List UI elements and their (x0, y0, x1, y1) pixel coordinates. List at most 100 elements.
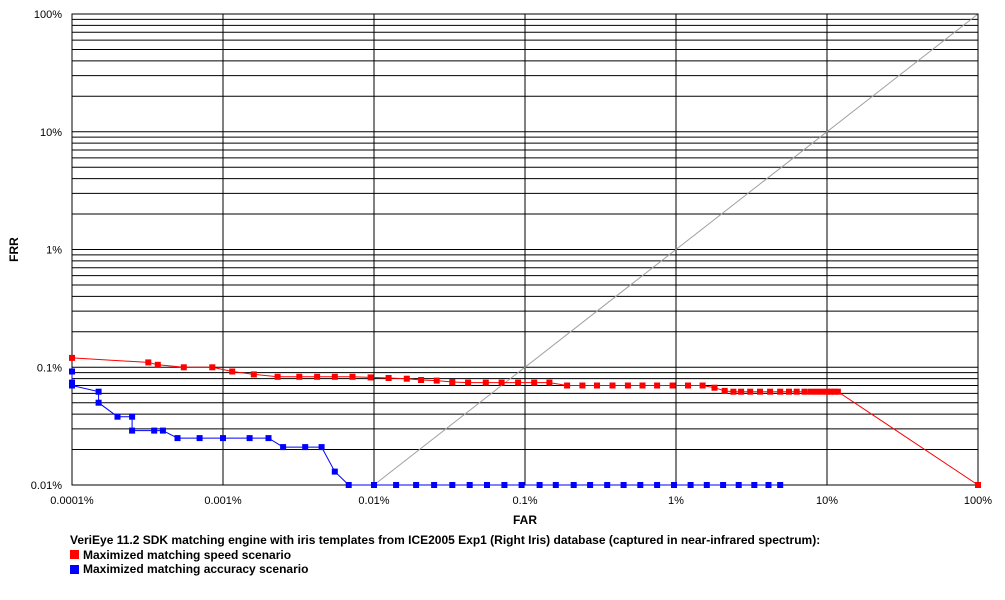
data-point (801, 388, 808, 395)
data-point (151, 427, 158, 434)
data-point (413, 482, 420, 488)
data-point (831, 388, 838, 395)
data-point (69, 382, 75, 389)
data-point (685, 382, 691, 389)
data-point (515, 379, 522, 386)
data-point (587, 482, 594, 488)
y-axis-title: FRR (7, 237, 21, 262)
data-point (793, 388, 800, 395)
data-point (654, 382, 661, 389)
data-point (220, 435, 226, 442)
data-point (777, 482, 784, 488)
data-point (250, 371, 257, 378)
data-point (807, 388, 814, 395)
data-point (209, 364, 216, 371)
data-point (449, 379, 456, 385)
data-point (331, 373, 338, 380)
data-point (570, 482, 577, 488)
caption-text: VeriEye 11.2 SDK matching engine with ir… (70, 533, 821, 547)
data-point (624, 382, 631, 389)
chart-caption: VeriEye 11.2 SDK matching engine with ir… (70, 533, 820, 577)
data-point (546, 379, 553, 386)
x-tick-label: 10% (816, 495, 838, 507)
data-point (552, 482, 559, 488)
x-tick-labels: 0.0001% 0.001% 0.01% 0.1% 1% 10% 100% (50, 495, 992, 507)
data-point (620, 482, 627, 488)
data-point (367, 374, 374, 381)
data-point (69, 368, 75, 375)
legend-label-accuracy: Maximized matching accuracy scenario (83, 562, 309, 576)
data-point (699, 382, 706, 389)
x-tick-label: 0.001% (204, 495, 242, 507)
data-point (609, 382, 616, 389)
data-point (721, 387, 728, 394)
data-point (318, 444, 325, 451)
data-point (95, 388, 102, 395)
data-point (449, 482, 456, 488)
data-point (196, 435, 203, 442)
y-tick-label: 100% (34, 9, 62, 21)
data-point (824, 388, 830, 395)
data-point (536, 482, 543, 488)
x-tick-label: 0.0001% (50, 495, 94, 507)
data-point (145, 359, 152, 366)
data-point (975, 482, 981, 488)
data-point (154, 361, 161, 368)
data-point (498, 379, 505, 386)
y-tick-label: 0.01% (31, 480, 62, 492)
data-point (95, 399, 102, 406)
diagonal-reference-line (373, 13, 979, 486)
y-tick-labels: 0.01% 0.1% 1% 10% 100% (31, 9, 62, 492)
series-layer (69, 354, 981, 488)
data-point (484, 482, 490, 488)
data-point (501, 482, 508, 488)
data-point (654, 482, 661, 488)
data-point (518, 482, 525, 488)
data-point (302, 444, 309, 451)
y-tick-label: 1% (46, 245, 62, 257)
data-point (639, 382, 646, 389)
data-point (669, 382, 676, 389)
data-point (159, 427, 166, 434)
data-point (671, 482, 677, 488)
data-point (767, 388, 774, 395)
data-point (314, 373, 321, 380)
data-point (246, 435, 253, 442)
data-point (371, 482, 377, 488)
data-point (604, 482, 611, 488)
y-tick-label: 10% (40, 127, 62, 139)
data-point (818, 388, 825, 395)
x-tick-label: 0.1% (512, 495, 537, 507)
data-point (393, 482, 400, 488)
data-point (637, 482, 644, 488)
data-point (720, 482, 727, 488)
data-point (280, 444, 287, 451)
x-axis-title: FAR (513, 513, 537, 527)
data-point (129, 413, 136, 420)
data-point (403, 375, 410, 382)
data-point (735, 482, 742, 488)
x-tick-label: 100% (964, 495, 992, 507)
data-point (180, 364, 187, 371)
data-point (129, 427, 136, 434)
data-point (738, 388, 745, 395)
data-point (349, 373, 356, 380)
data-point (777, 388, 784, 395)
data-point (482, 379, 489, 386)
legend-label-speed: Maximized matching speed scenario (83, 547, 292, 562)
x-tick-label: 0.01% (358, 495, 389, 507)
data-point (418, 377, 425, 383)
data-point (703, 482, 710, 488)
data-point (174, 435, 181, 442)
series-0 (69, 354, 981, 488)
legend-item-speed: Maximized matching speed scenario (70, 548, 820, 563)
x-tick-label: 1% (668, 495, 684, 507)
data-point (431, 482, 438, 488)
data-point (757, 388, 763, 395)
data-point (834, 388, 841, 395)
data-point (687, 482, 694, 488)
data-point (229, 368, 236, 375)
data-point (579, 382, 586, 389)
series-1 (69, 368, 784, 488)
data-point (331, 468, 338, 475)
